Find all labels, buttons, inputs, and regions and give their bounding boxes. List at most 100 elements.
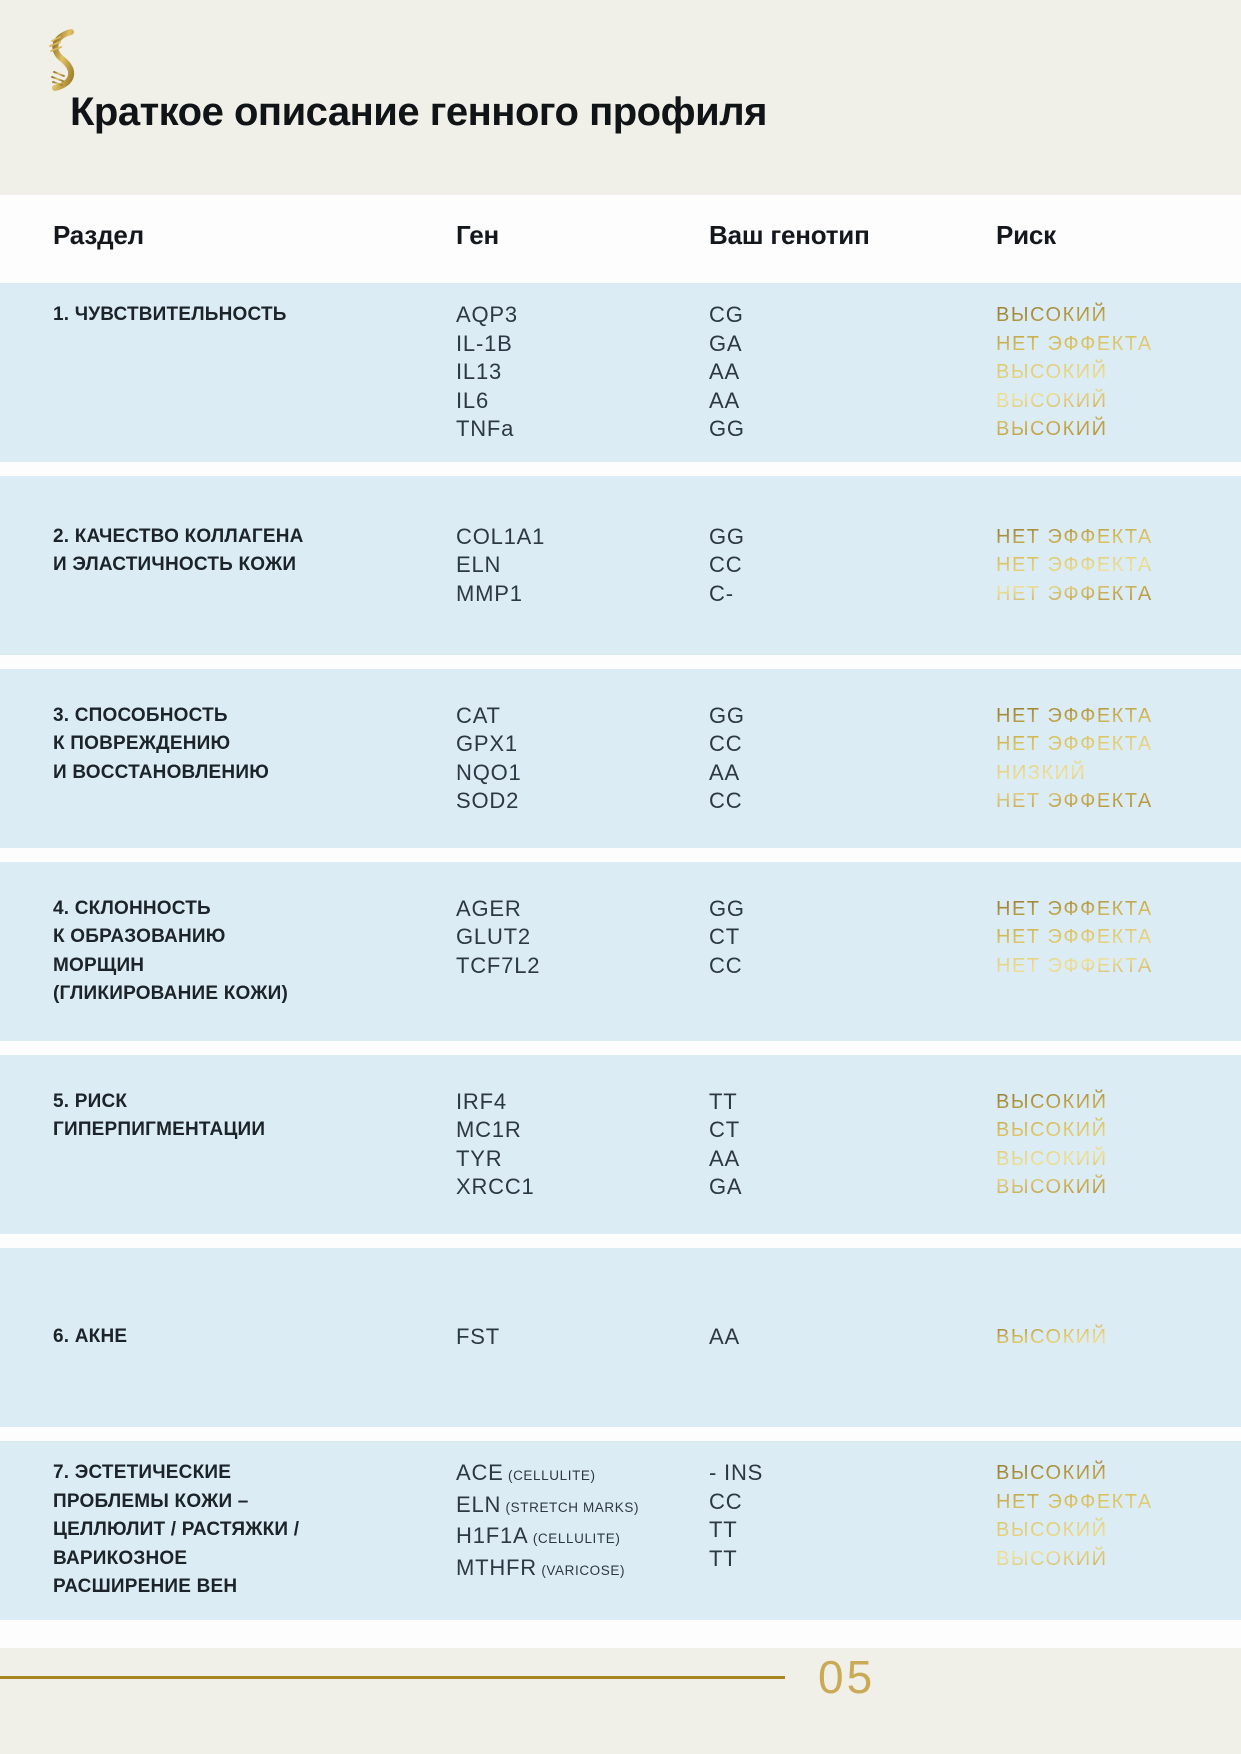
- genotype-value: TT: [709, 1517, 738, 1543]
- risk-value: НЕТ ЭФФЕКТА: [996, 897, 1153, 920]
- risk-value: НЕТ ЭФФЕКТА: [996, 704, 1153, 727]
- dna-helix-logo-icon: [40, 28, 86, 92]
- risk-value: ВЫСОКИЙ: [996, 418, 1108, 441]
- page-number: 05: [818, 1651, 876, 1703]
- risk-value: ВЫСОКИЙ: [996, 1519, 1108, 1542]
- section-title: 1. ЧУВСТВИТЕЛЬНОСТЬ: [53, 301, 456, 444]
- section-title-line: 5. РИСК: [53, 1090, 128, 1112]
- risk-value: ВЫСОКИЙ: [996, 1176, 1108, 1198]
- gene-name: ELN (STRETCH MARKS): [456, 1491, 640, 1517]
- risk-column-cell: ВЫСОКИЙ НЕТ ЭФФЕКТА ВЫСОКИЙ ВЫСОКИЙ ВЫСОКИЙ: [996, 301, 1211, 444]
- genotype-value: TT: [709, 1088, 738, 1114]
- risk-column-cell: ВЫСОКИЙ: [996, 1323, 1211, 1352]
- genotype-value: CC: [709, 731, 743, 756]
- section-title: 5. РИСК ГИПЕРПИГМЕНТАЦИИ: [53, 1088, 456, 1202]
- gene-name: COL1A1: [456, 523, 546, 549]
- gene-note: (CELLULITE): [503, 1468, 596, 1484]
- genotype-column-cell: GG CC AA CC: [709, 702, 996, 816]
- genotype-value: GG: [709, 895, 745, 921]
- gene-name: IL13: [456, 359, 503, 385]
- section-title: 3. СПОСОБНОСТЬ К ПОВРЕЖДЕНИЮ И ВОССТАНОВЛЕ…: [53, 702, 456, 816]
- gene-name: TYR: [456, 1145, 503, 1171]
- section-band: 1. ЧУВСТВИТЕЛЬНОСТЬ AQP3 IL-1B IL13 IL6 TNFa…: [0, 283, 1241, 462]
- risk-column-cell: НЕТ ЭФФЕКТА НЕТ ЭФФЕКТА НИЗКИЙ НЕТ ЭФФЕКТА: [996, 702, 1211, 816]
- section-title-line: ЦЕЛЛЮЛИТ / РАСТЯЖКИ /: [53, 1519, 300, 1541]
- column-header-risk: Риск: [996, 220, 1056, 250]
- risk-value: НЕТ ЭФФЕКТА: [996, 790, 1153, 812]
- risk-value: ВЫСОКИЙ: [996, 304, 1108, 327]
- genotype-value: - INS: [709, 1460, 764, 1486]
- gene-name: AQP3: [456, 302, 518, 328]
- section-title-line: 3. СПОСОБНОСТЬ: [53, 704, 228, 726]
- risk-value: НЕТ ЭФФЕКТА: [996, 926, 1153, 948]
- section-title: 6. АКНЕ: [53, 1323, 456, 1352]
- gene-column-cell: AGER GLUT2 TCF7L2: [456, 895, 709, 1009]
- risk-column-cell: ВЫСОКИЙ ВЫСОКИЙ ВЫСОКИЙ ВЫСОКИЙ: [996, 1088, 1211, 1202]
- genotype-value: CT: [709, 1117, 740, 1142]
- gene-column-cell: COL1A1 ELN MMP1: [456, 523, 709, 609]
- risk-column-cell: ВЫСОКИЙ НЕТ ЭФФЕКТА ВЫСОКИЙ ВЫСОКИЙ: [996, 1459, 1211, 1602]
- gene-name: MTHFR (VARICOSE): [456, 1554, 626, 1580]
- gene-name: H1F1A (CELLULITE): [456, 1523, 621, 1549]
- section-title: 4. СКЛОННОСТЬ К ОБРАЗОВАНИЮ МОРЩИН (ГЛИКИРО…: [53, 895, 456, 1009]
- gene-name: IL6: [456, 387, 489, 413]
- gene-name: ACE (CELLULITE): [456, 1460, 596, 1486]
- report-header: Краткое описание генного профиля: [0, 0, 1241, 195]
- risk-value: НЕТ ЭФФЕКТА: [996, 525, 1153, 548]
- gene-note: (STRETCH MARKS): [501, 1499, 640, 1515]
- table-header-row: Раздел Ген Ваш генотип Риск: [0, 195, 1241, 283]
- genotype-value: CC: [709, 952, 743, 978]
- genotype-value: GG: [709, 702, 745, 728]
- gene-name: TCF7L2: [456, 952, 541, 978]
- genotype-value: CT: [709, 924, 740, 949]
- risk-value: ВЫСОКИЙ: [996, 389, 1108, 412]
- risk-value: ВЫСОКИЙ: [996, 1326, 1108, 1349]
- genotype-value: AA: [709, 1324, 740, 1350]
- section-title-line: ГИПЕРПИГМЕНТАЦИИ: [53, 1119, 266, 1140]
- section-title-line: 4. СКЛОННОСТЬ: [53, 897, 211, 919]
- gene-name: GPX1: [456, 731, 518, 756]
- genotype-value: TT: [709, 1545, 738, 1571]
- gene-column-cell: CAT GPX1 NQO1 SOD2: [456, 702, 709, 816]
- section-title-line: 6. АКНЕ: [53, 1326, 128, 1348]
- section-title-line: РАСШИРЕНИЕ ВЕН: [53, 1576, 238, 1598]
- genotype-value: AA: [709, 1145, 740, 1171]
- genotype-column-cell: - INS CC TT TT: [709, 1459, 996, 1602]
- risk-column-cell: НЕТ ЭФФЕКТА НЕТ ЭФФЕКТА НЕТ ЭФФЕКТА: [996, 895, 1211, 1009]
- gene-name: SOD2: [456, 788, 520, 813]
- risk-value: НИЗКИЙ: [996, 761, 1087, 784]
- genotype-value: GG: [709, 416, 745, 442]
- risk-value: НЕТ ЭФФЕКТА: [996, 1490, 1153, 1513]
- gene-name: TNFa: [456, 416, 515, 442]
- column-header-gene: Ген: [456, 220, 499, 250]
- risk-value: НЕТ ЭФФЕКТА: [996, 332, 1153, 355]
- section-title: 7. ЭСТЕТИЧЕСКИЕ ПРОБЛЕМЫ КОЖИ – ЦЕЛЛЮЛИТ /…: [53, 1459, 456, 1602]
- genotype-value: GA: [709, 1174, 743, 1199]
- genotype-column-cell: AA: [709, 1323, 996, 1352]
- column-header-genotype: Ваш генотип: [709, 220, 870, 250]
- risk-value: ВЫСОКИЙ: [996, 1462, 1108, 1485]
- column-header-section: Раздел: [53, 220, 144, 250]
- section-band: 2. КАЧЕСТВО КОЛЛАГЕНА И ЭЛАСТИЧНОСТЬ КОЖИ…: [0, 476, 1241, 655]
- risk-value: НЕТ ЭФФЕКТА: [996, 954, 1153, 977]
- genotype-value: AA: [709, 759, 740, 785]
- genotype-value: GG: [709, 523, 745, 549]
- gene-column-cell: ACE (CELLULITE) ELN (STRETCH MARKS) H1F1A …: [456, 1459, 709, 1602]
- section-band: 7. ЭСТЕТИЧЕСКИЕ ПРОБЛЕМЫ КОЖИ – ЦЕЛЛЮЛИТ /…: [0, 1441, 1241, 1620]
- section-title-line: (ГЛИКИРОВАНИЕ КОЖИ): [53, 983, 288, 1004]
- section-band: 6. АКНЕ FST AA ВЫСОКИЙ: [0, 1248, 1241, 1427]
- risk-value: ВЫСОКИЙ: [996, 361, 1108, 384]
- gene-name: GLUT2: [456, 924, 531, 949]
- section-title-line: 1. ЧУВСТВИТЕЛЬНОСТЬ: [53, 304, 287, 326]
- gene-name: IRF4: [456, 1088, 507, 1114]
- section-title-line: И ЭЛАСТИЧНОСТЬ КОЖИ: [53, 554, 297, 576]
- gene-name: NQO1: [456, 759, 522, 785]
- risk-value: НЕТ ЭФФЕКТА: [996, 733, 1153, 755]
- gene-name: ELN: [456, 552, 502, 578]
- genotype-value: CC: [709, 788, 743, 813]
- risk-value: НЕТ ЭФФЕКТА: [996, 554, 1153, 577]
- section-title-line: 2. КАЧЕСТВО КОЛЛАГЕНА: [53, 525, 304, 547]
- section-title-line: ВАРИКОЗНОЕ: [53, 1547, 188, 1569]
- genotype-value: AA: [709, 359, 740, 385]
